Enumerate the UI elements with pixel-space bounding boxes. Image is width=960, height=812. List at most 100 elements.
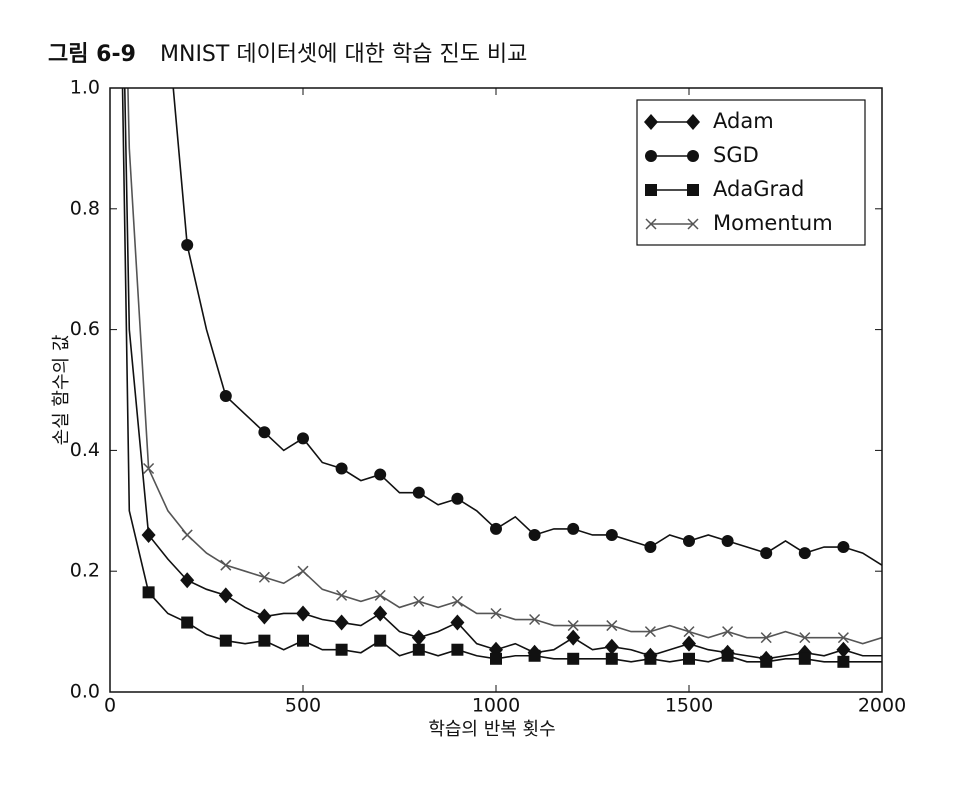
y-tick-label: 0.8: [70, 197, 100, 219]
marker: [141, 526, 156, 543]
marker: [490, 607, 502, 620]
y-tick-label: 1.0: [70, 77, 100, 99]
marker: [258, 634, 271, 647]
marker: [412, 486, 425, 499]
marker: [181, 529, 193, 541]
marker: [219, 634, 232, 647]
legend-label: Momentum: [713, 211, 833, 235]
marker: [645, 150, 657, 162]
marker: [721, 535, 734, 547]
marker: [760, 547, 773, 560]
marker: [566, 629, 581, 646]
marker: [412, 643, 425, 656]
marker: [258, 571, 270, 583]
marker: [258, 426, 271, 439]
marker: [606, 620, 618, 632]
marker: [760, 632, 772, 644]
figure-label: 그림 6-9: [48, 42, 136, 67]
marker: [374, 589, 386, 601]
series-line: [121, 88, 882, 663]
x-tick-label: 1000: [472, 695, 520, 717]
legend-label: AdaGrad: [713, 177, 804, 201]
marker: [181, 239, 194, 252]
marker: [837, 655, 850, 668]
chart-title: MNIST 데이터셋에 대한 학습 진도 비교: [160, 42, 527, 67]
y-tick-label: 0.6: [70, 318, 100, 340]
marker: [373, 605, 388, 622]
x-tick-label: 0: [104, 695, 116, 717]
marker: [687, 184, 699, 196]
legend-label: Adam: [713, 109, 774, 133]
marker: [336, 589, 348, 601]
marker: [413, 595, 425, 607]
marker: [219, 390, 232, 403]
marker: [334, 614, 349, 631]
x-tick-label: 1500: [665, 695, 713, 717]
marker: [451, 492, 464, 505]
marker: [645, 218, 657, 230]
marker: [798, 547, 811, 560]
marker: [528, 528, 541, 541]
plot-area: [121, 88, 882, 668]
marker: [335, 462, 348, 475]
marker: [490, 652, 502, 665]
x-axis-label: 학습의 반복 횟수: [428, 719, 555, 740]
marker: [604, 638, 619, 655]
marker: [143, 462, 155, 475]
x-tick-label: 500: [285, 695, 321, 717]
marker: [297, 432, 309, 445]
y-axis-label: 손실 함수의 값: [51, 335, 72, 446]
marker: [683, 626, 695, 638]
marker: [605, 528, 618, 541]
marker: [257, 608, 272, 625]
marker: [687, 150, 699, 162]
marker: [644, 652, 657, 665]
marker: [837, 541, 850, 554]
marker: [605, 652, 618, 665]
marker: [180, 572, 195, 589]
marker: [567, 522, 580, 535]
marker: [411, 629, 426, 646]
marker: [645, 184, 657, 196]
x-tick-label: 2000: [858, 695, 906, 717]
marker: [722, 626, 734, 638]
marker: [451, 595, 463, 607]
marker: [490, 522, 502, 535]
legend-label: SGD: [713, 143, 759, 167]
legend-box: [636, 99, 866, 246]
marker: [296, 605, 310, 622]
marker: [687, 218, 699, 230]
marker: [451, 643, 464, 656]
marker: [567, 652, 580, 665]
y-tick-label: 0.4: [70, 439, 100, 461]
marker: [181, 616, 194, 629]
marker: [683, 535, 695, 547]
marker: [297, 565, 309, 577]
marker: [567, 620, 579, 632]
y-tick-label: 0.2: [70, 560, 100, 582]
marker: [450, 614, 465, 631]
marker: [836, 641, 851, 658]
marker: [760, 655, 773, 668]
marker: [721, 649, 734, 662]
marker: [528, 649, 541, 662]
marker: [799, 632, 811, 644]
series-line: [123, 88, 882, 660]
marker: [683, 652, 695, 665]
marker: [644, 626, 656, 638]
marker: [798, 652, 811, 665]
marker: [682, 635, 696, 652]
marker: [374, 468, 387, 481]
marker: [142, 586, 155, 599]
marker: [220, 559, 232, 571]
marker: [297, 634, 309, 647]
marker: [644, 114, 658, 130]
marker: [374, 634, 387, 647]
marker: [335, 643, 348, 656]
marker: [218, 587, 233, 604]
marker: [529, 613, 541, 626]
marker: [644, 541, 657, 554]
y-tick-label: 0.0: [70, 681, 100, 703]
marker: [837, 632, 849, 644]
